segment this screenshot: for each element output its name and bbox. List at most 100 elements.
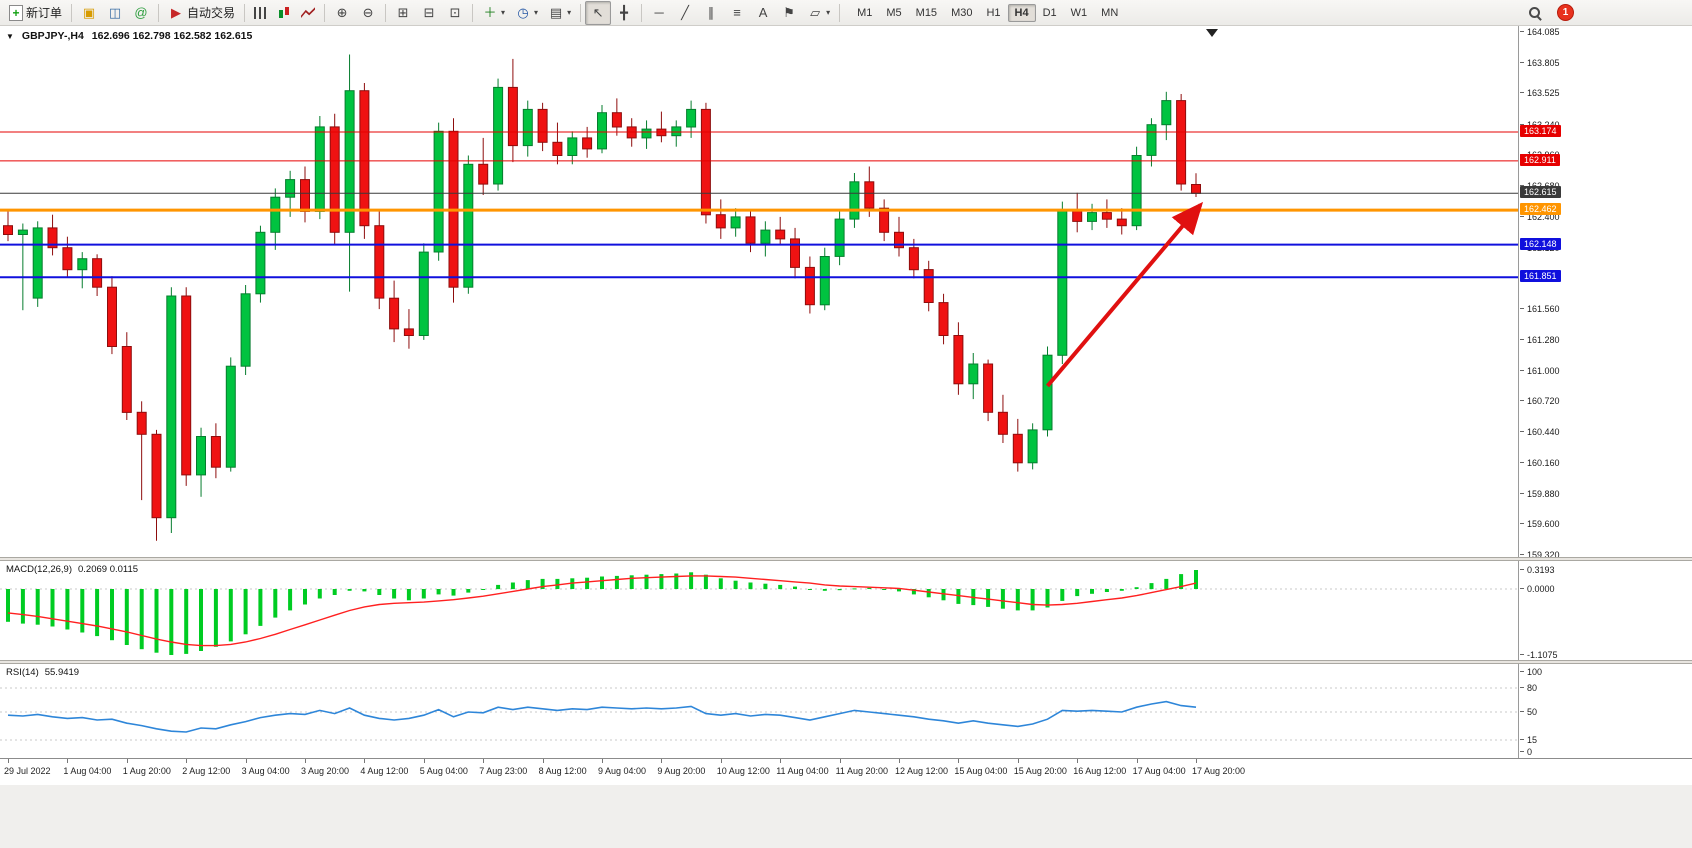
time-tick [1077,759,1079,763]
bar-chart-button[interactable] [249,1,272,25]
price-tick: 162.680 [1520,181,1560,191]
new-order-button[interactable]: + 新订单 [4,1,67,25]
toolbar-separator [385,3,387,22]
text-icon: A [758,5,768,20]
profiles-button[interactable]: ◷ ▾ [510,1,543,25]
time-tick [67,759,69,763]
timeframe-h4[interactable]: H4 [1007,3,1036,22]
search-icon [1529,7,1540,18]
tile-windows-icon: ⊞ [397,5,409,20]
community-button[interactable]: @ [128,1,154,25]
time-label: 5 Aug 04:00 [419,766,468,776]
price-tag: 162.615 [1520,186,1561,199]
timeframe-h1[interactable]: H1 [986,6,1001,19]
time-label: 9 Aug 20:00 [657,766,706,776]
macd-values: 0.2069 0.0115 [78,564,139,575]
chart-header: ▼ GBPJPY-,H4 162.696 162.798 162.582 162… [6,30,252,42]
line-chart-icon [301,7,316,18]
chart-symbol: GBPJPY-,H4 [21,30,84,42]
time-label: 17 Aug 20:00 [1192,766,1246,776]
time-axis: 29 Jul 2022 1 Aug 04:00 1 Aug 20:00 2 Aug 1… [0,758,1692,785]
time-tick [1017,759,1019,763]
channel-button[interactable]: ∥ [698,1,724,25]
price-tick: 160.440 [1520,427,1560,438]
timeframe-m1[interactable]: M1 [857,6,873,19]
shapes-icon: ▱ [810,5,821,20]
price-axis: 164.085163.805163.525163.240162.960162.6… [1518,26,1692,560]
timeframe-d1[interactable]: D1 [1042,6,1057,19]
time-tick [958,759,960,763]
toolbar-separator [71,3,73,22]
hline-button[interactable]: ─ [646,1,672,25]
zoom-out-button[interactable]: ⊖ [355,1,381,25]
timeframe-m15[interactable]: M15 [915,6,938,19]
auto-trading-button[interactable]: ▶ 自动交易 [163,1,240,25]
search-button[interactable] [1524,1,1545,25]
timeframe-m30[interactable]: M30 [951,6,973,19]
time-tick [661,759,663,763]
macd-tick: 0.3193 [1520,565,1555,575]
time-tick [186,759,188,763]
channel-icon: ∥ [707,5,715,20]
price-tick: 162.400 [1520,211,1560,222]
time-label: 1 Aug 04:00 [63,766,112,776]
arrange-windows-icon: ⊡ [449,5,461,20]
line-chart-button[interactable] [296,1,320,25]
market-icon: ▣ [82,5,96,20]
splitter-macd-rsi[interactable] [0,660,1692,664]
cursor-button[interactable]: ↖ [585,0,612,25]
rsi-axis: 100 80 50 15 0 [1518,664,1692,758]
timeframe-mn[interactable]: MN [1101,6,1119,19]
time-label: 17 Aug 04:00 [1132,766,1186,776]
rsi-chart[interactable]: RSI(14) 55.9419 [0,664,1518,758]
crosshair-button[interactable]: ╋ [611,1,637,25]
toolbar-separator [641,3,643,22]
toolbar-right: 1 [1524,1,1574,25]
time-tick [1196,759,1197,763]
new-chart-button[interactable]: ＋ ▾ [477,1,510,25]
candlestick-icon [277,5,292,20]
timeframe-w1[interactable]: W1 [1070,6,1088,19]
profile-button[interactable]: ◫ [102,1,128,25]
text-button[interactable]: A [750,1,776,25]
arrange-windows-button[interactable]: ⊡ [442,1,468,25]
time-label: 11 Aug 20:00 [835,766,888,776]
market-button[interactable]: ▣ [76,1,102,25]
trendline-button[interactable]: ╱ [672,1,698,25]
price-tick: 163.805 [1520,57,1560,68]
toolbar-separator [158,3,160,22]
time-tick [305,759,306,763]
bottom-strip [0,784,1692,848]
rsi-name: RSI(14) [6,667,39,678]
label-button[interactable]: ⚑ [776,1,802,25]
one-click-trading-toggle[interactable]: ▼ [6,31,14,41]
templates-button[interactable]: ▤ ▾ [543,1,576,25]
splitter-main-macd[interactable] [0,557,1692,561]
timeframe-m5[interactable]: M5 [886,6,902,19]
price-tick: 161.280 [1520,334,1560,345]
macd-chart[interactable]: MACD(12,26,9) 0.2069 0.0115 [0,561,1518,660]
cascade-windows-button[interactable]: ⊟ [416,1,442,25]
time-tick [839,759,841,763]
shapes-button[interactable]: ▱ ▾ [802,1,835,25]
notification-badge[interactable]: 1 [1557,4,1574,21]
rsi-tick: 50 [1519,707,1538,717]
chart-ohlc: 162.696 162.798 162.582 162.615 [91,30,253,42]
time-label: 4 Aug 12:00 [360,766,409,776]
price-tick: 160.720 [1520,396,1560,407]
price-tag: 161.851 [1520,270,1561,283]
price-tag: 163.174 [1520,124,1561,137]
time-tick [720,759,722,763]
time-tick [8,759,9,763]
fibonacci-button[interactable]: ≡ [724,1,750,25]
zoom-in-button[interactable]: ⊕ [329,1,355,25]
toolbar-separator [244,3,246,22]
price-tick: 159.880 [1520,488,1560,499]
candle-chart-button[interactable] [272,1,296,25]
main-chart[interactable]: ▼ GBPJPY-,H4 162.696 162.798 162.582 162… [0,26,1518,557]
price-tick: 159.320 [1520,550,1560,560]
price-tick: 161.000 [1520,365,1560,376]
tile-windows-button[interactable]: ⊞ [390,1,416,25]
profile-icon: ◫ [108,5,122,20]
time-label: 10 Aug 12:00 [716,766,770,776]
